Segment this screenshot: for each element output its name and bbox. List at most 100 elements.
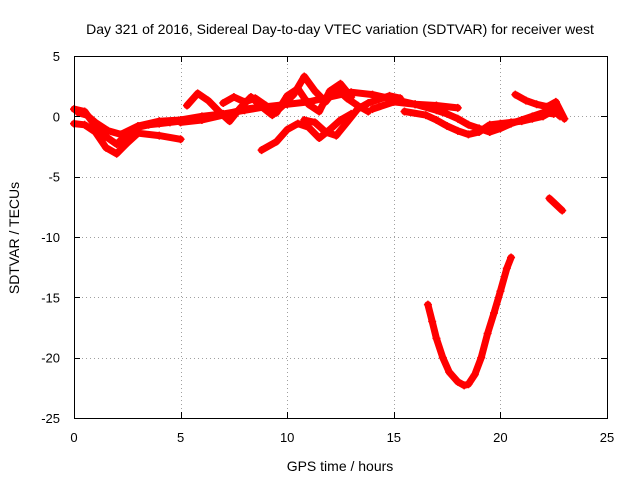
data-point-marker (257, 146, 266, 155)
data-point-marker (539, 112, 548, 121)
x-axis-label: GPS time / hours (287, 458, 394, 474)
data-point-marker (176, 135, 185, 144)
data-point-marker (464, 380, 473, 389)
data-point-marker (204, 96, 213, 105)
data-point-marker (101, 132, 110, 141)
data-point-marker (91, 118, 100, 127)
data-point-marker (304, 100, 313, 109)
data-point-marker (432, 334, 441, 343)
data-point-marker (560, 114, 569, 123)
data-point-marker (558, 206, 567, 215)
grid-lines (74, 56, 607, 418)
data-point-marker (528, 114, 537, 123)
data-point-marker (214, 107, 223, 116)
data-point-marker (197, 115, 206, 124)
data-point-marker (389, 97, 398, 106)
data-point-marker (511, 90, 520, 99)
data-point-marker (155, 131, 164, 140)
data-series (70, 72, 569, 390)
series-trace (511, 91, 568, 123)
data-point-marker (545, 194, 554, 203)
axis-ticks: 0 5 10 15 20 25 5 0 -5 -10 -15 -20 -25 (41, 49, 614, 445)
data-point-marker (453, 126, 462, 135)
data-point-marker (453, 103, 462, 112)
data-point-marker (229, 93, 238, 102)
data-point-marker (443, 121, 452, 130)
data-point-marker (293, 119, 302, 128)
data-point-marker (315, 107, 324, 116)
data-point-marker (507, 253, 516, 262)
y-tick-label: -5 (48, 170, 60, 185)
data-point-marker (112, 140, 121, 149)
data-point-marker (532, 100, 541, 109)
data-point-marker (453, 377, 462, 386)
series-track-6 (219, 79, 356, 117)
data-point-marker (310, 118, 319, 127)
series-track-8 (300, 91, 405, 140)
data-point-marker (464, 120, 473, 129)
data-point-marker (240, 97, 249, 106)
data-point-marker (332, 131, 341, 140)
data-point-marker (225, 117, 234, 126)
data-point-marker (133, 129, 142, 138)
data-point-marker (300, 115, 309, 124)
series-trace (424, 254, 515, 389)
data-point-marker (460, 381, 469, 390)
data-point-marker (423, 300, 432, 309)
data-point-marker (464, 130, 473, 139)
data-point-marker (336, 115, 345, 124)
data-point-marker (421, 111, 430, 120)
data-point-marker (236, 103, 245, 112)
series-track-10 (400, 106, 565, 139)
data-point-marker (104, 126, 113, 135)
data-point-marker (74, 108, 83, 117)
data-point-marker (325, 86, 334, 95)
data-point-marker (123, 138, 132, 147)
data-point-marker (261, 101, 270, 110)
data-point-marker (470, 370, 479, 379)
data-point-marker (374, 95, 383, 104)
data-point-marker (543, 102, 552, 111)
data-point-marker (411, 100, 420, 109)
data-point-marker (300, 72, 309, 81)
data-point-marker (485, 120, 494, 129)
series-track-11 (511, 90, 569, 123)
data-point-marker (315, 134, 324, 143)
data-point-marker (310, 86, 319, 95)
data-point-marker (133, 121, 142, 130)
data-point-marker (551, 200, 560, 209)
series-track-7 (257, 109, 356, 155)
data-point-marker (182, 101, 191, 110)
data-point-marker (428, 317, 437, 326)
data-point-marker (193, 89, 202, 98)
x-tick-label: 20 (493, 430, 507, 445)
data-point-marker (521, 96, 530, 105)
data-point-marker (251, 94, 260, 103)
data-point-marker (507, 118, 516, 127)
y-tick-label: 0 (53, 109, 60, 124)
y-tick-label: -25 (41, 411, 60, 426)
data-point-marker (342, 118, 351, 127)
data-point-marker (364, 99, 373, 108)
data-point-marker (116, 130, 125, 139)
data-point-marker (353, 105, 362, 114)
data-point-marker (438, 353, 447, 362)
data-point-marker (385, 91, 394, 100)
data-point-marker (445, 368, 454, 377)
data-point-marker (82, 111, 91, 120)
x-tick-label: 0 (70, 430, 77, 445)
data-point-marker (321, 128, 330, 137)
y-tick-label: 5 (53, 49, 60, 64)
data-point-marker (347, 93, 356, 102)
y-tick-label: -20 (41, 351, 60, 366)
data-point-marker (485, 128, 494, 137)
y-tick-label: -10 (41, 230, 60, 245)
data-point-marker (101, 143, 110, 152)
x-tick-label: 5 (177, 430, 184, 445)
data-point-marker (155, 117, 164, 126)
x-tick-label: 25 (600, 430, 614, 445)
data-point-marker (502, 264, 511, 273)
data-point-marker (293, 84, 302, 93)
data-point-marker (336, 79, 345, 88)
